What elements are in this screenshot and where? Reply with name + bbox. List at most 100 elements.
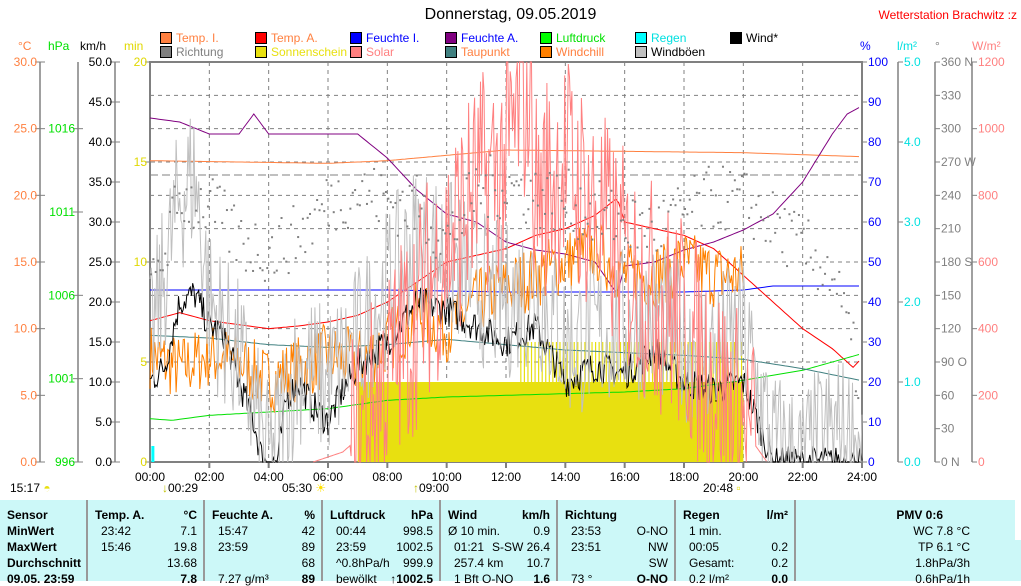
direction-point [700,224,703,227]
direction-point [795,233,798,236]
direction-point [152,258,155,261]
axis-tick-label: 800 [978,188,998,202]
direction-point [266,267,269,270]
direction-point [812,268,815,271]
stats-table: Sensor MinWert MaxWert Durchschnitt 09.05. 2… [0,500,1015,586]
direction-point [299,245,302,248]
direction-point [204,226,207,229]
direction-point [657,206,660,209]
moon-arrow-icon: ↓ [162,481,168,495]
sunset-icon: ▫ [736,481,741,495]
direction-point [736,188,739,191]
direction-point [674,204,677,207]
direction-point [807,219,810,222]
time-tick-label: 06:00 [313,470,343,484]
direction-point [762,219,765,222]
axis-tick-label: 30.0 [89,215,113,229]
axis-tick-label: 400 [978,322,998,336]
direction-point [624,237,627,240]
cell-value: 89 [301,572,315,586]
direction-point [418,215,421,218]
table-column: Luftdruck hPa 00:44 998.5 23:59 1002.5 ^0.8hPa… [323,500,441,586]
axis-tick-label: 3.0 [904,215,921,229]
direction-point [655,249,658,252]
direction-point [475,168,478,171]
direction-point [719,221,722,224]
direction-point [209,190,212,193]
cell-value: 0.2 [771,540,788,554]
direction-point [449,232,452,235]
legend-swatch [255,32,267,44]
direction-point [729,171,732,174]
direction-point [636,246,639,249]
direction-point [387,197,390,200]
direction-point [470,202,473,205]
time-tick-label: 20:00 [728,470,758,484]
cell-value: 7.1 [180,524,197,538]
axis-tick-label: 360 N [941,55,973,69]
direction-point [852,321,855,324]
direction-point [600,232,603,235]
direction-point [788,213,791,216]
direction-point [444,232,447,235]
cell-value: 1.6 [533,572,550,586]
cell-label: 7.27 g/m³ [218,572,269,586]
direction-point [484,174,487,177]
direction-point [370,200,373,203]
axis-tick-label: 25.0 [89,255,113,269]
cell-value: 89 [301,540,315,554]
legend-item: Taupunkt [445,45,510,59]
direction-point [745,173,748,176]
cell-label: Ø 10 min. [448,524,501,538]
legend-item: Feuchte I. [350,31,419,45]
direction-point [702,178,705,181]
table-column: Feuchte A.% 15:47 42 23:59 89 68 7.27 g/m³ 89 [205,500,323,586]
cell-value: 0.2 [771,556,788,570]
cell-value: 999.9 [402,556,433,570]
direction-point [572,229,575,232]
axis-tick-label: 210 [941,222,961,236]
direction-point [691,210,694,213]
legend-item: Temp. I. [160,31,219,45]
legend-item: Feuchte A. [445,31,518,45]
direction-point [496,214,499,217]
direction-point [323,210,326,213]
cell-label: 00:05 [689,540,720,554]
direction-point [292,205,295,208]
direction-point [570,222,573,225]
direction-point [259,267,262,270]
direction-point [608,199,611,202]
cell-label: MinWert [7,524,55,538]
time-tick-label: 08:00 [372,470,402,484]
direction-point [223,189,226,192]
axis-tick-label: 1200 [978,55,1005,69]
cell-label: 09.05. 23:59 [7,572,75,586]
direction-point [695,191,698,194]
direction-point [214,220,217,223]
direction-point [365,202,368,205]
direction-point [316,199,319,202]
axis-tick-label: 1016 [48,122,75,136]
cell-value: 19.8 [173,540,197,554]
column-header: Richtung [565,508,617,522]
cell-label: 23:53 [571,524,602,538]
direction-point [840,305,843,308]
direction-point [216,186,219,189]
direction-point [441,229,444,232]
time-tick-label: 14:00 [550,470,580,484]
axis-tick-label: 0.0 [95,455,112,469]
column-header: Regen [683,508,720,522]
table-column: Richtung 23:53 O-NO 23:51 NW SW 73 ° O-NO [558,500,676,586]
cell-label: 23:51 [571,540,602,554]
chart-title: Donnerstag, 09.05.2019 [424,6,597,23]
legend-swatch [160,32,172,44]
direction-point [515,180,518,183]
direction-point [337,180,340,183]
cell-value: S-SW 26.4 [491,540,550,554]
direction-point [230,208,233,211]
legend-item: Sonnenschein [255,45,347,59]
direction-point [857,397,860,400]
legend-swatch [540,32,552,44]
cell-value: 10.7 [526,556,550,570]
direction-point [643,234,646,237]
